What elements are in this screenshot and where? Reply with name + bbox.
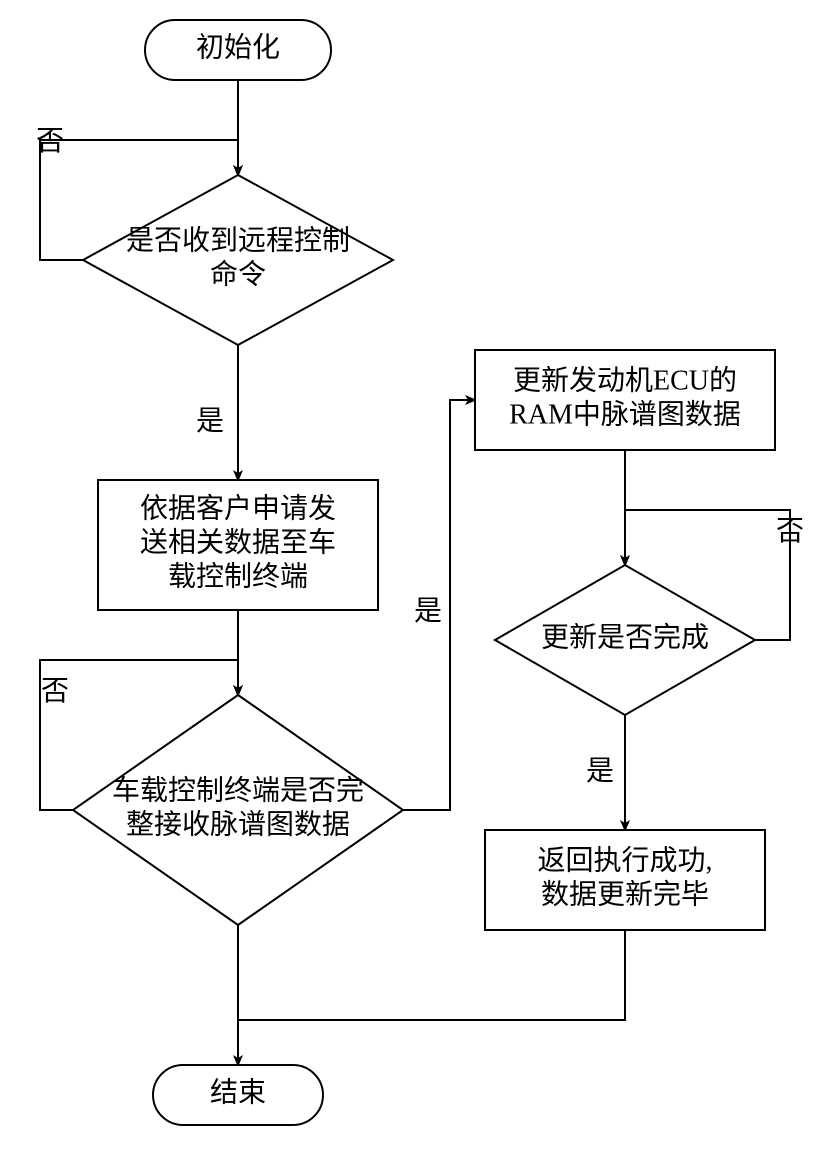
node-d3: 更新是否完成 [495, 565, 755, 715]
node-text: RAM中脉谱图数据 [509, 398, 741, 430]
node-text: 更新发动机ECU的 [513, 364, 737, 396]
edge-label: 是 [586, 756, 614, 787]
node-text: 送相关数据至车 [140, 526, 336, 558]
edge [238, 930, 625, 1020]
edge-label: 否 [776, 516, 804, 547]
node-start: 初始化 [145, 20, 331, 80]
edge-label: 否 [41, 676, 69, 707]
node-text: 返回执行成功, [537, 844, 712, 876]
flowchart-canvas: 是否否是否是初始化是否收到远程控制命令依据客户申请发送相关数据至车载控制终端车载… [0, 0, 817, 1167]
node-end: 结束 [153, 1065, 323, 1125]
node-text: 更新是否完成 [541, 621, 709, 653]
node-p1: 依据客户申请发送相关数据至车载控制终端 [98, 480, 378, 610]
node-p2: 更新发动机ECU的RAM中脉谱图数据 [475, 350, 775, 450]
node-p3: 返回执行成功,数据更新完毕 [485, 830, 765, 930]
node-text: 车载控制终端是否完 [112, 774, 364, 806]
node-text: 依据客户申请发 [140, 492, 336, 524]
node-text: 初始化 [196, 31, 280, 63]
node-text: 数据更新完毕 [541, 878, 709, 910]
node-text: 命令 [210, 258, 266, 290]
node-d1: 是否收到远程控制命令 [83, 175, 393, 345]
node-text: 整接收脉谱图数据 [126, 808, 350, 840]
node-text: 结束 [210, 1076, 266, 1108]
edge-label: 是 [196, 406, 224, 437]
node-d2: 车载控制终端是否完整接收脉谱图数据 [73, 695, 403, 925]
node-text: 载控制终端 [168, 560, 308, 592]
edge-label: 是 [414, 596, 442, 627]
edge-label: 否 [36, 126, 64, 157]
node-text: 是否收到远程控制 [126, 224, 350, 256]
